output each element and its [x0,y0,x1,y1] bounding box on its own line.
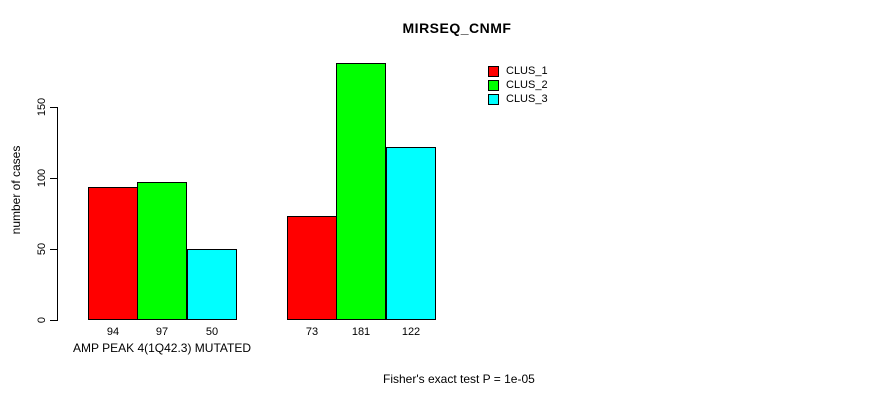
legend-label-CLUS_1: CLUS_1 [506,64,548,77]
y-tick-label-0: 0 [36,316,48,324]
bar-CLUS_1-group2 [287,216,337,320]
bar-value-label-CLUS_3-group1: 50 [205,326,219,338]
bar-CLUS_2-group2 [336,63,386,320]
y-tick-mark-150 [50,107,57,108]
y-axis-line [57,107,58,321]
bar-CLUS_3-group1 [187,249,237,320]
bar-CLUS_2-group1 [137,182,187,320]
bar-value-label-CLUS_1-group1: 94 [106,326,120,338]
bar-value-label-CLUS_2-group1: 97 [155,326,169,338]
legend-label-CLUS_2: CLUS_2 [506,78,548,91]
legend-label-CLUS_3: CLUS_3 [506,92,548,105]
fisher-test-footnote: Fisher's exact test P = 1e-05 [383,372,535,386]
bar-value-label-CLUS_2-group2: 181 [351,326,371,338]
y-tick-label-50: 50 [36,242,48,256]
legend-swatch-CLUS_1 [488,65,499,77]
x-axis-group-label: AMP PEAK 4(1Q42.3) MUTATED [72,341,252,355]
legend-swatch-CLUS_3 [488,93,499,105]
bar-CLUS_3-group2 [386,147,436,320]
legend-swatch-CLUS_2 [488,79,499,91]
legend-row-CLUS_1: CLUS_1 [488,64,548,78]
y-tick-label-100: 100 [36,168,48,188]
y-tick-mark-50 [50,249,57,250]
y-tick-mark-0 [50,320,57,321]
y-tick-label-150: 150 [36,97,48,117]
legend-row-CLUS_3: CLUS_3 [488,92,548,106]
chart-title: MIRSEQ_CNMF [402,20,512,36]
legend: CLUS_1 CLUS_2 CLUS_3 [488,64,548,106]
y-tick-mark-100 [50,178,57,179]
legend-row-CLUS_2: CLUS_2 [488,78,548,92]
bar-value-label-CLUS_3-group2: 122 [401,326,421,338]
bar-value-label-CLUS_1-group2: 73 [305,326,319,338]
y-axis-label: number of cases [9,145,23,235]
bar-CLUS_1-group1 [88,187,138,320]
